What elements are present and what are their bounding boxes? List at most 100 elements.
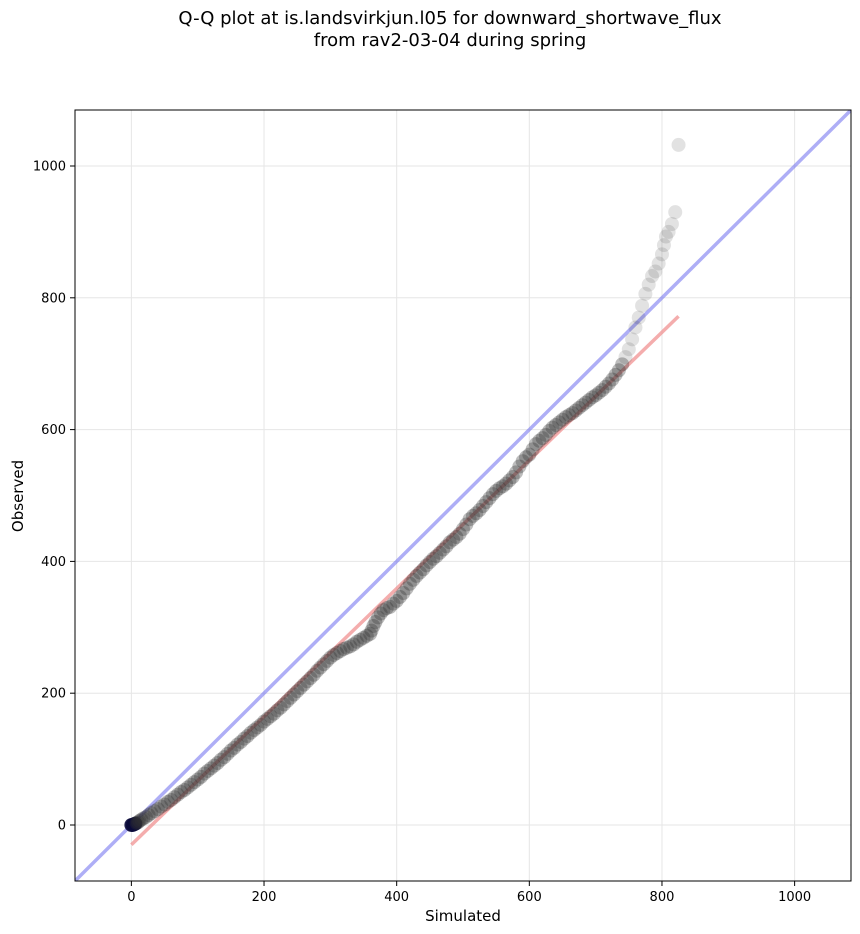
data-point [568,403,583,418]
data-point [585,390,600,405]
data-point [339,640,354,655]
data-point [611,363,626,378]
data-point [472,502,487,517]
data-point [167,790,182,805]
identity-line [75,110,851,881]
data-point [371,610,386,625]
data-point [502,473,517,488]
data-point [220,746,235,761]
data-point [180,780,195,795]
data-point [160,794,175,809]
data-point [618,350,633,365]
data-point [313,660,328,675]
data-point [310,663,325,678]
data-point [147,804,162,819]
data-point [266,706,281,721]
data-point [654,247,669,262]
data-point [343,639,358,654]
data-point [638,286,653,301]
data-point [359,628,374,643]
data-point [412,565,427,580]
data-point [300,674,315,689]
data-point [499,476,514,491]
data-point [230,737,245,752]
data-point [134,812,149,827]
x-tick-label: 600 [517,890,542,905]
data-point [368,615,383,630]
data-point [203,761,218,776]
data-point [562,408,577,423]
data-point [273,700,288,715]
data-point [253,717,268,732]
data-point [187,775,202,790]
data-point [512,459,527,474]
data-point [154,799,169,814]
data-point [538,427,553,442]
data-point [671,137,686,152]
chart-title-line2: from rav2-03-04 during spring [313,30,587,51]
data-point [406,572,421,587]
data-point [522,447,537,462]
data-point [144,806,159,821]
data-point [379,601,394,616]
chart-title-line1: Q-Q plot at is.landsvirkjun.l05 for down… [178,8,722,29]
data-point [482,491,497,506]
data-point [207,758,222,773]
data-point [237,731,252,746]
y-tick-label: 1000 [33,160,66,175]
y-axis-label: Observed [9,460,27,532]
grid [75,110,851,881]
data-point [376,603,391,618]
data-point [621,342,636,357]
data-point [320,653,335,668]
data-point [399,581,414,596]
data-point [664,217,679,232]
data-point [293,680,308,695]
data-point [426,551,441,566]
data-point [495,479,510,494]
data-point [296,677,311,692]
data-point [555,412,570,427]
data-point [329,645,344,660]
data-point [389,593,404,608]
data-point [356,630,371,645]
data-point [532,433,547,448]
data-point [452,526,467,541]
data-point [465,508,480,523]
data-point [422,555,437,570]
y-tick-label: 0 [58,818,66,833]
data-point [346,637,361,652]
data-point [326,647,341,662]
plot-frame [74,109,852,882]
data-point [542,423,557,438]
data-point [545,420,560,435]
data-point [290,684,305,699]
data-point [131,815,146,830]
data-point [197,766,212,781]
data-point [333,644,348,659]
data-point [190,772,205,787]
data-point [525,442,540,457]
data-point [668,205,683,220]
data-point [402,576,417,591]
data-point [661,224,676,239]
y-tick-label: 600 [41,423,66,438]
data-point [449,530,464,545]
data-point [648,264,663,279]
data-point [635,298,650,313]
data-point [213,752,228,767]
data-point [475,499,490,514]
data-point [578,395,593,410]
data-point [323,650,338,665]
data-point [243,725,258,740]
data-point [373,606,388,621]
data-point [588,388,603,403]
data-point [608,367,623,382]
y-tick-label: 800 [41,291,66,306]
data-point [492,481,507,496]
data-point [436,542,451,557]
data-point [565,406,580,421]
data-point [386,596,401,611]
data-point [552,415,567,430]
